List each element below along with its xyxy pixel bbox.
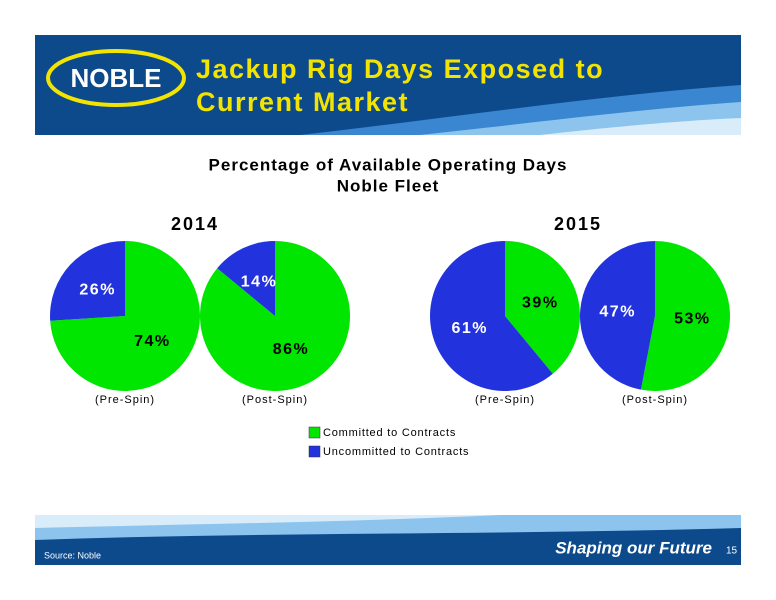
data-label: 14%	[241, 273, 278, 290]
logo-ring	[46, 49, 186, 107]
page-number: 15	[726, 546, 738, 557]
pie-label: (Post-Spin)	[242, 394, 308, 406]
pie-slice	[640, 241, 730, 391]
data-label: 53%	[674, 311, 711, 328]
legend-swatch	[308, 445, 321, 458]
slide-title: Current Market	[196, 87, 409, 117]
legend-swatch	[308, 426, 321, 439]
header-wave	[540, 118, 741, 135]
pie-label: (Pre-Spin)	[475, 394, 535, 406]
slide-title: Jackup Rig Days Exposed to	[196, 54, 604, 84]
data-label: 74%	[134, 333, 171, 350]
data-label: 47%	[599, 304, 636, 321]
pie-slice	[580, 241, 655, 390]
pie-slice	[49, 240, 125, 321]
pie-slice	[430, 240, 553, 391]
data-label: 86%	[273, 341, 310, 358]
pie-slice	[217, 241, 275, 316]
data-label: 26%	[79, 282, 116, 299]
pie-slice	[50, 241, 201, 391]
pie-label: (Pre-Spin)	[95, 394, 155, 406]
pie-slice	[200, 241, 351, 391]
pie-label: (Post-Spin)	[622, 394, 688, 406]
legend-label: Committed to Contracts	[323, 427, 456, 439]
legend-label: Uncommitted to Contracts	[323, 446, 469, 458]
source: Source: Noble	[44, 550, 101, 560]
footer-wave	[35, 515, 500, 528]
logo: NOBLE	[71, 63, 162, 93]
year-label: 2015	[554, 214, 602, 234]
pie-slice	[505, 241, 581, 374]
year-label: 2014	[171, 214, 219, 234]
tagline: Shaping our Future	[555, 538, 712, 557]
chart-title: Percentage of Available Operating Days	[209, 155, 568, 174]
data-label: 39%	[522, 295, 559, 312]
chart-title: Noble Fleet	[337, 176, 440, 195]
data-label: 61%	[451, 320, 488, 337]
